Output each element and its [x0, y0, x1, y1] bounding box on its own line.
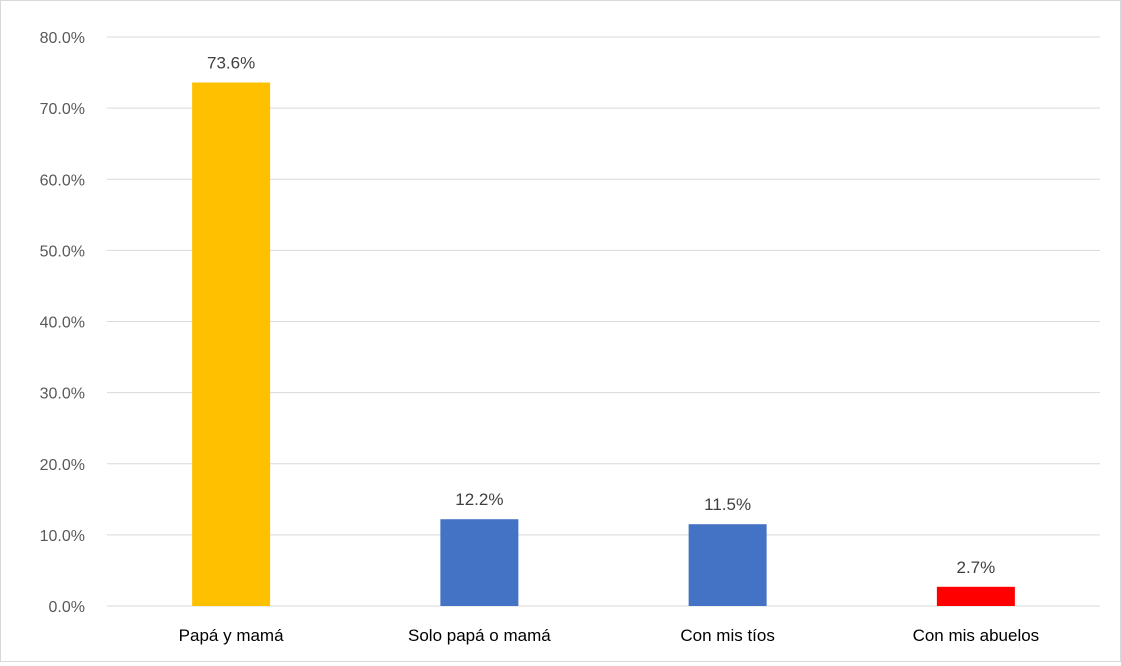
x-category-label: Solo papá o mamá	[408, 626, 551, 645]
data-label: 11.5%	[704, 495, 751, 514]
bar	[936, 586, 1015, 606]
y-tick-label: 40.0%	[40, 315, 85, 332]
x-axis-category-labels: Papá y mamá Solo papá o mamá Con mis tíos C…	[179, 626, 1040, 645]
y-tick-label: 80.0%	[40, 30, 85, 47]
x-category-label: Con mis tíos	[680, 626, 774, 645]
y-tick-label: 20.0%	[40, 457, 85, 474]
y-tick-label: 60.0%	[40, 172, 85, 189]
bar	[440, 519, 519, 606]
y-tick-label: 70.0%	[40, 101, 85, 118]
y-tick-label: 10.0%	[40, 528, 85, 545]
y-axis-tick-labels: 0.0% 10.0% 20.0% 30.0% 40.0% 50.0% 60.0% 70.0% 8…	[40, 30, 85, 616]
y-tick-label: 0.0%	[49, 599, 85, 616]
data-label: 12.2%	[455, 490, 503, 509]
data-label: 2.7%	[957, 558, 996, 577]
data-labels: 73.6% 12.2% 11.5% 2.7%	[207, 54, 995, 577]
bar	[688, 524, 767, 606]
data-label: 73.6%	[207, 54, 255, 73]
bars	[192, 82, 1015, 606]
x-category-label: Con mis abuelos	[913, 626, 1040, 645]
y-tick-label: 50.0%	[40, 243, 85, 260]
x-category-label: Papá y mamá	[179, 626, 284, 645]
gridlines	[107, 36, 1100, 607]
bar	[192, 82, 271, 606]
y-tick-label: 30.0%	[40, 386, 85, 403]
